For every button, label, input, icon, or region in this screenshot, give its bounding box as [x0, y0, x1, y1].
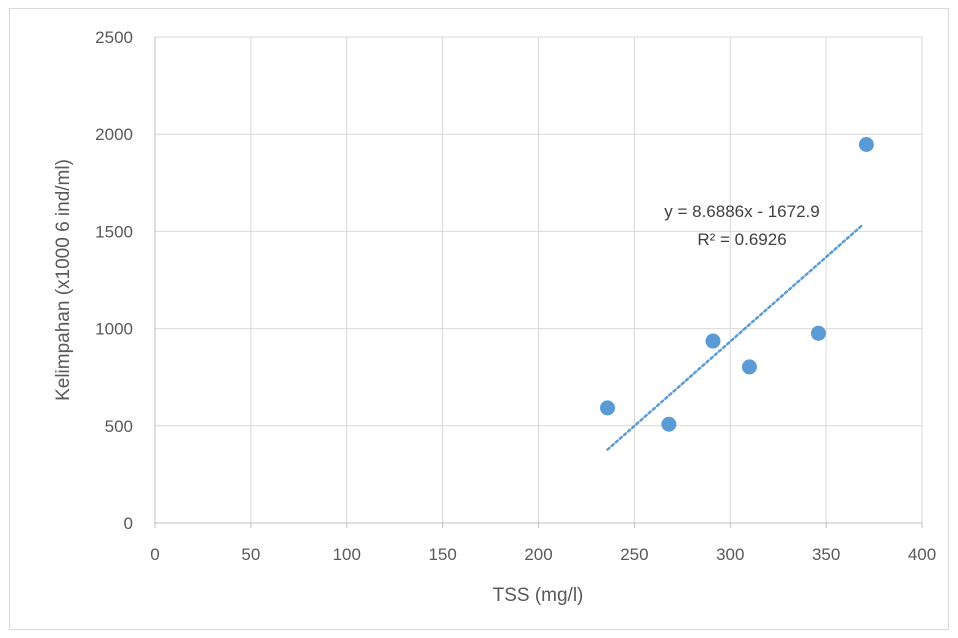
tick-labels: 0 50 100 150 200 250 300 350 400 0 500 1000 1500 2000…	[95, 28, 936, 564]
x-tick-label: 400	[908, 545, 936, 564]
y-tick-label: 1000	[95, 320, 133, 339]
data-point	[858, 137, 874, 153]
trendline	[606, 223, 864, 451]
trendline-r-squared: R² = 0.6926	[697, 230, 786, 249]
trendline-layer	[606, 223, 864, 451]
data-point	[810, 325, 826, 341]
gridlines	[155, 36, 923, 523]
y-tick-label: 500	[105, 417, 133, 436]
data-point	[661, 416, 677, 432]
x-tick-label: 50	[241, 545, 260, 564]
y-axis-title: Kelimpahan (x1000 6 ind/ml)	[53, 159, 74, 401]
y-tick-label: 1500	[95, 222, 133, 241]
y-tick-label: 0	[124, 514, 133, 533]
axes	[154, 37, 923, 528]
x-tick-label: 300	[716, 545, 744, 564]
data-point	[600, 400, 616, 416]
x-tick-label: 100	[333, 545, 361, 564]
x-tick-label: 150	[428, 545, 456, 564]
trendline-equation: y = 8.6886x - 1672.9	[664, 202, 819, 221]
x-tick-label: 200	[524, 545, 552, 564]
data-point	[741, 359, 757, 375]
y-tick-label: 2000	[95, 125, 133, 144]
chart-frame	[9, 8, 949, 630]
y-tick-label: 2500	[95, 28, 133, 47]
x-tick-label: 250	[620, 545, 648, 564]
x-tick-label: 0	[150, 545, 159, 564]
data-points	[600, 137, 874, 432]
x-tick-label: 350	[812, 545, 840, 564]
x-axis-title: TSS (mg/l)	[493, 585, 584, 606]
data-point	[705, 333, 721, 349]
